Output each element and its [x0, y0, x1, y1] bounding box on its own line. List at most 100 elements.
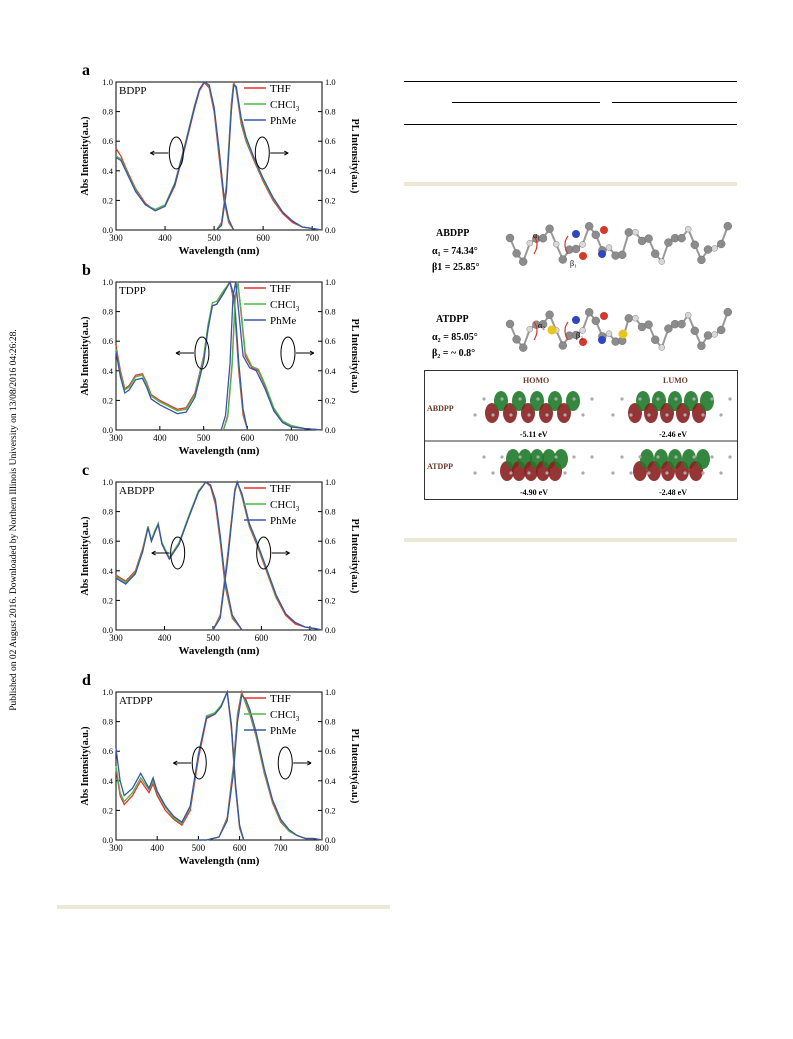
x-tick-label: 600	[255, 633, 269, 643]
y2-tick-label: 1.0	[325, 77, 336, 87]
atom-dot	[710, 455, 714, 459]
atdpp-beta: β₂ = ~ 0.8°	[432, 348, 475, 359]
x-tick-label: 600	[256, 233, 270, 243]
plot-frame	[115, 481, 323, 631]
atom	[591, 316, 601, 326]
x-tick-label: 700	[274, 843, 288, 853]
atom-dot	[647, 471, 651, 475]
y-tick-label: 0.4	[102, 166, 113, 176]
y-tick-label: 0.4	[102, 566, 113, 576]
atom-dot	[656, 397, 660, 401]
series-line-chcl3-pl	[222, 281, 323, 431]
y-tick-label: 1.0	[102, 277, 113, 287]
atom	[605, 244, 613, 251]
atom-dot	[500, 455, 504, 459]
atom	[617, 250, 627, 259]
legend-label: THF	[270, 483, 291, 495]
orbital-lobe	[512, 391, 526, 411]
x-tick-label: 300	[109, 633, 123, 643]
y-tick-label: 0.4	[102, 366, 113, 376]
atom-dot	[620, 397, 624, 401]
y-tick-label: 1.0	[102, 477, 113, 487]
atom	[690, 326, 699, 336]
atom-dot	[683, 413, 687, 417]
atom-dot	[473, 413, 477, 417]
abs-ellipse	[191, 746, 207, 780]
heteroatom	[572, 230, 580, 238]
atom-dot	[536, 455, 540, 459]
atom-dot	[692, 455, 696, 459]
atom	[579, 327, 586, 334]
y2-tick-label: 0.6	[325, 136, 336, 146]
y2-tick-label: 0.6	[325, 536, 336, 546]
sulfur-atom	[547, 325, 557, 335]
legend-label: CHCl3	[270, 499, 300, 513]
atom-dot	[719, 413, 723, 417]
right-arrow-icon	[271, 550, 290, 556]
heteroatom	[600, 226, 608, 234]
atom-dot	[482, 397, 486, 401]
y-axis-label: Abs Intensity(a.u.)	[80, 316, 91, 395]
y-tick-label: 0.6	[102, 746, 113, 756]
y2-tick-label: 0.8	[325, 307, 336, 317]
atom-dot	[491, 413, 495, 417]
x-tick-label: 300	[109, 843, 123, 853]
y2-tick-label: 0.0	[325, 625, 336, 635]
x-tick-label: 400	[150, 843, 164, 853]
panel-letter: d	[82, 672, 91, 689]
x-tick-label: 500	[197, 433, 211, 443]
atom	[558, 255, 568, 264]
pl-ellipse	[254, 136, 270, 170]
atom	[545, 310, 554, 319]
molecule-structures: ABDPP α₁ = 74.34° β1 = 25.85° ATDPP α₂ =…	[418, 204, 738, 364]
y2-tick-label: 0.0	[325, 225, 336, 235]
x-tick-label: 700	[305, 233, 319, 243]
panel-letter: a	[82, 62, 90, 79]
atom-dot	[554, 455, 558, 459]
orbital-lobe	[503, 403, 517, 423]
panel-d: d 300 400 500 600 700 800 0.0 0.0 0.2 0.2 0.4 0.4 0.…	[74, 672, 360, 872]
pl-ellipse	[256, 536, 272, 570]
x-tick-label: 700	[303, 633, 317, 643]
y2-tick-label: 0.2	[325, 395, 336, 405]
left-arrow-icon	[173, 760, 192, 766]
series-line-chcl3-abs	[115, 689, 245, 841]
atom	[703, 245, 713, 254]
atom	[571, 330, 581, 340]
atom-dot	[491, 471, 495, 475]
atom-dot	[590, 455, 594, 459]
y-tick-label: 1.0	[102, 77, 113, 87]
atom-dot	[710, 397, 714, 401]
atom-dot	[728, 455, 732, 459]
panel-a: a 300 400 500 600 700 0.0 0.0 0.2 0.2 0.4 0.4 0.6 0.…	[74, 62, 360, 262]
y2-tick-label: 0.0	[325, 425, 336, 435]
y-tick-label: 0.8	[102, 107, 113, 117]
abdpp-beta: β1 = 25.85°	[432, 262, 479, 273]
compound-label: ATDPP	[119, 695, 153, 707]
atom-dot	[683, 471, 687, 475]
panel-b: b 300 400 500 600 700 0.0 0.0 0.2 0.2 0.4 0.4 0.6 0.…	[74, 262, 360, 462]
abs-ellipse	[168, 136, 184, 170]
atom-dot	[482, 455, 486, 459]
atom	[697, 341, 706, 351]
atom-dot	[692, 397, 696, 401]
orbital-lobe	[539, 403, 553, 423]
atom-dot	[674, 397, 678, 401]
y-tick-label: 0.0	[102, 625, 113, 635]
lumo-label: LUMO	[663, 376, 688, 385]
atdpp-lumo-energy: -2.48 eV	[659, 488, 687, 497]
legend-subscript: 3	[296, 715, 300, 723]
y2-tick-label: 0.4	[325, 366, 336, 376]
y-tick-label: 0.0	[102, 835, 113, 845]
atom	[632, 314, 639, 322]
angle-arc	[533, 321, 538, 341]
y2-tick-label: 0.6	[325, 336, 336, 346]
left-arrow-icon	[175, 350, 194, 356]
atom-dot	[611, 471, 615, 475]
atom	[526, 325, 534, 333]
legend-label: CHCl3	[270, 99, 300, 113]
atom-dot	[545, 471, 549, 475]
atom-dot	[629, 413, 633, 417]
x-axis-label: Wavelength (nm)	[179, 855, 260, 867]
y-tick-label: 0.2	[102, 195, 113, 205]
